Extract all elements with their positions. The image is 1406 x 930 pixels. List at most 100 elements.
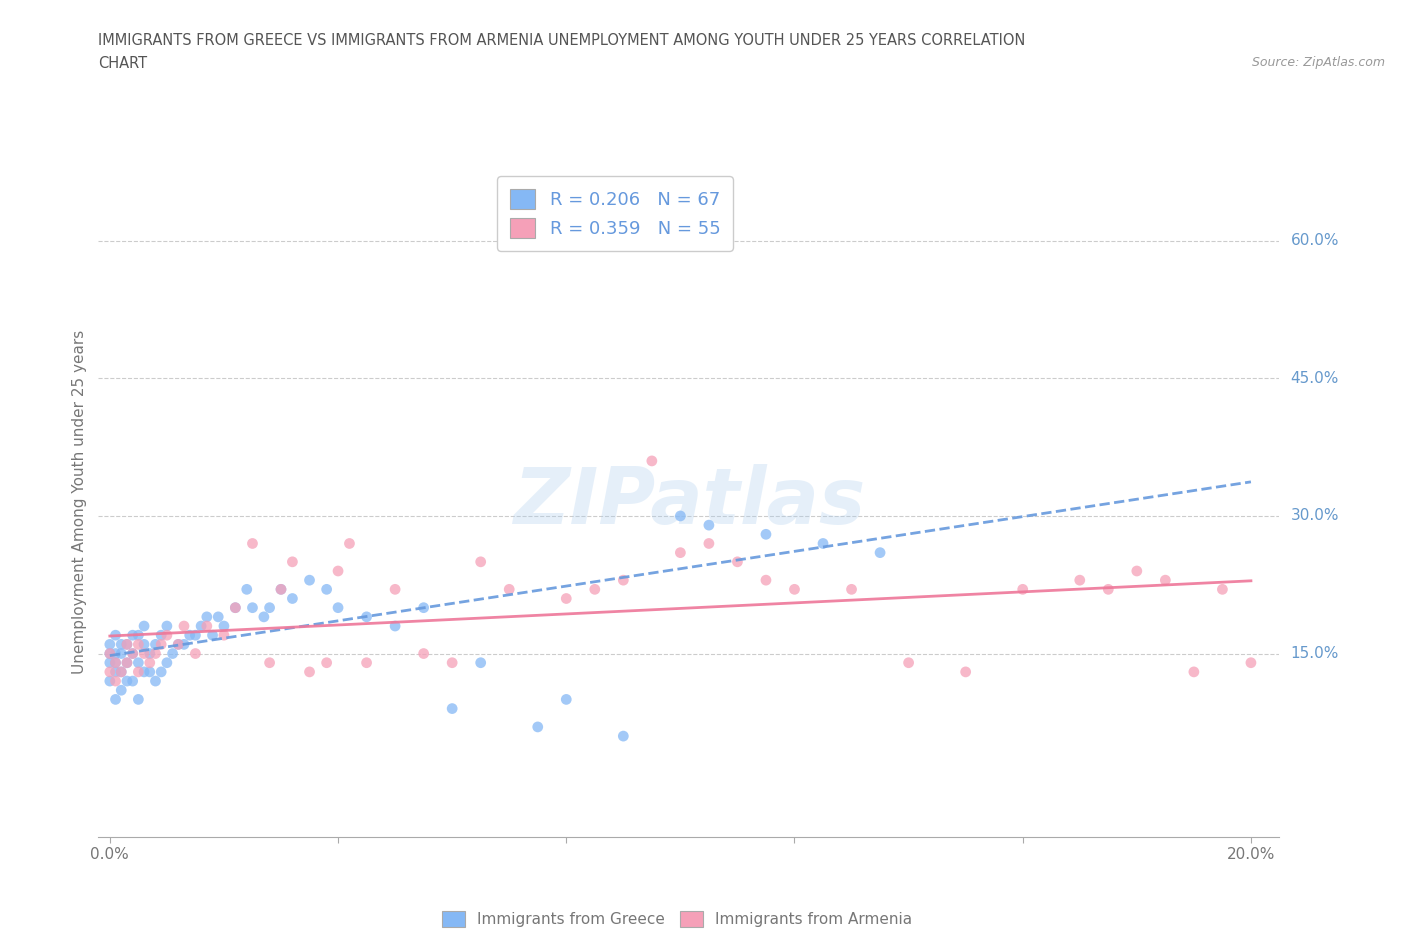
Point (156, 618, 179, 633)
Point (326, 564, 349, 578)
Point (270, 582, 292, 597)
Point (184, 628, 207, 643)
Point (201, 628, 224, 643)
Point (339, 536, 361, 551)
Point (259, 656, 281, 671)
Point (725, 554, 748, 569)
Point (139, 664, 162, 679)
Point (110, 664, 132, 679)
Point (669, 509, 692, 524)
Point (441, 656, 464, 671)
Text: 30.0%: 30.0% (1291, 509, 1339, 524)
Text: 60.0%: 60.0% (1291, 233, 1339, 248)
Point (190, 618, 212, 633)
Text: 45.0%: 45.0% (1291, 371, 1339, 386)
Point (104, 673, 127, 688)
Point (121, 628, 143, 643)
Point (156, 628, 179, 643)
Point (115, 656, 138, 671)
Point (1069, 573, 1091, 588)
Point (955, 664, 977, 679)
Point (298, 664, 321, 679)
Point (195, 618, 218, 633)
Point (470, 554, 492, 569)
Point (697, 518, 720, 533)
Point (110, 646, 132, 661)
Point (145, 637, 167, 652)
Point (315, 656, 337, 671)
Point (145, 673, 167, 688)
Point (212, 628, 235, 643)
Point (115, 637, 138, 652)
Point (98, 673, 121, 688)
Point (612, 729, 634, 744)
Point (127, 664, 149, 679)
Point (104, 656, 127, 671)
Point (1126, 564, 1149, 578)
Point (281, 554, 304, 569)
Point (498, 233, 520, 248)
Point (412, 600, 434, 615)
Point (270, 582, 292, 597)
Point (755, 527, 778, 542)
Point (441, 701, 464, 716)
Point (236, 582, 259, 597)
Point (669, 545, 692, 560)
Point (98, 646, 121, 661)
Point (1240, 656, 1263, 671)
Point (641, 454, 664, 469)
Point (498, 582, 520, 597)
Point (555, 692, 578, 707)
Point (356, 656, 378, 671)
Point (173, 637, 195, 652)
Point (783, 582, 806, 597)
Point (121, 646, 143, 661)
Point (127, 656, 149, 671)
Point (583, 582, 606, 597)
Point (132, 664, 155, 679)
Point (110, 683, 132, 698)
Point (150, 637, 173, 652)
Point (1011, 582, 1033, 597)
Text: ZIPatlas: ZIPatlas (513, 464, 865, 540)
Point (1182, 664, 1205, 679)
Point (115, 637, 138, 652)
Point (224, 600, 246, 615)
Point (224, 600, 246, 615)
Point (132, 646, 155, 661)
Legend: Immigrants from Greece, Immigrants from Armenia: Immigrants from Greece, Immigrants from … (436, 905, 918, 930)
Point (470, 656, 492, 671)
Point (139, 656, 162, 671)
Point (139, 646, 162, 661)
Point (98, 646, 121, 661)
Point (167, 637, 190, 652)
Point (104, 692, 127, 707)
Point (212, 618, 235, 633)
Point (121, 673, 143, 688)
Point (115, 656, 138, 671)
Point (1097, 582, 1119, 597)
Text: Source: ZipAtlas.com: Source: ZipAtlas.com (1251, 56, 1385, 69)
Y-axis label: Unemployment Among Youth under 25 years: Unemployment Among Youth under 25 years (72, 330, 87, 674)
Point (242, 536, 264, 551)
Point (315, 582, 337, 597)
Point (253, 609, 276, 624)
Point (162, 646, 184, 661)
Point (555, 591, 578, 606)
Point (897, 656, 920, 671)
Text: CHART: CHART (98, 56, 148, 71)
Point (1211, 582, 1233, 597)
Point (167, 637, 190, 652)
Point (207, 609, 229, 624)
Point (811, 536, 834, 551)
Point (110, 637, 132, 652)
Point (173, 618, 195, 633)
Point (127, 637, 149, 652)
Point (132, 618, 155, 633)
Text: 15.0%: 15.0% (1291, 646, 1339, 661)
Point (104, 628, 127, 643)
Point (104, 656, 127, 671)
Point (132, 637, 155, 652)
Point (526, 720, 548, 735)
Point (127, 628, 149, 643)
